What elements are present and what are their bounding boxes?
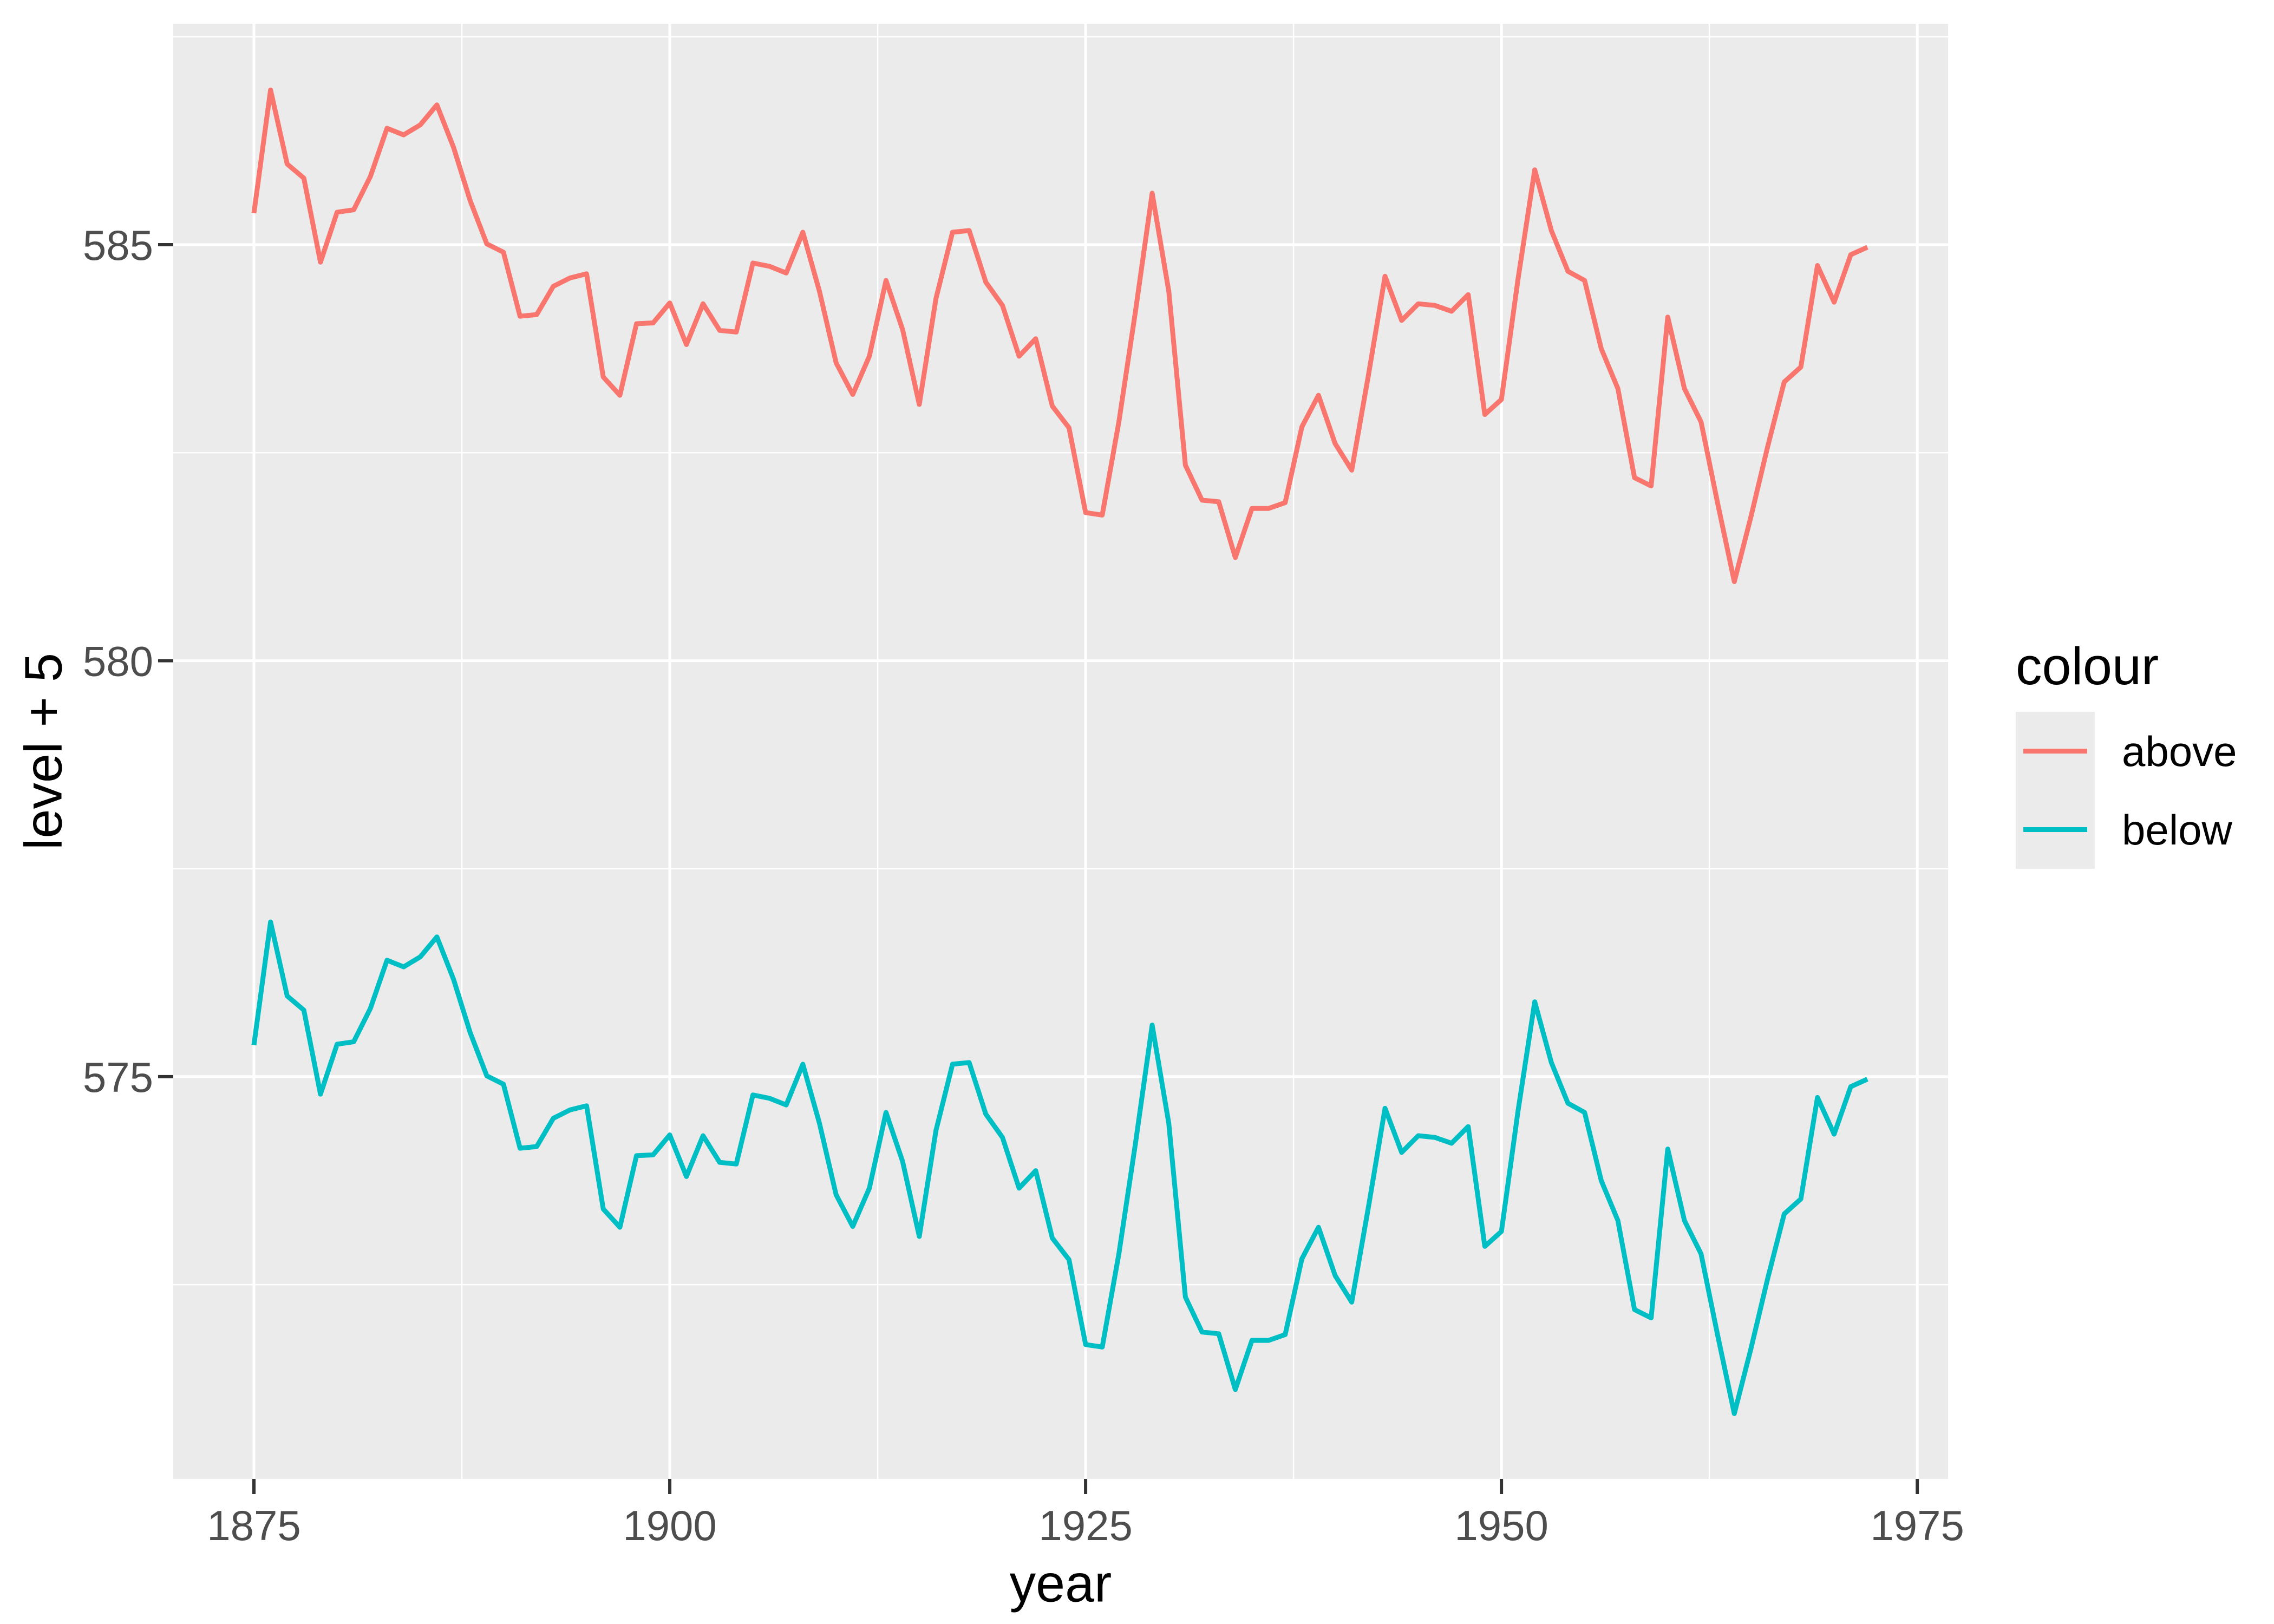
legend-key-above bbox=[2016, 712, 2095, 790]
legend-key-line-below bbox=[2023, 827, 2087, 832]
legend-title: colour bbox=[2016, 637, 2159, 696]
x-tick-label: 1900 bbox=[623, 1502, 717, 1549]
legend-label-below: below bbox=[2122, 806, 2232, 854]
legend-label-above: above bbox=[2122, 728, 2237, 775]
y-tick-label: 585 bbox=[83, 221, 153, 269]
series-line-above bbox=[251, 87, 1868, 584]
y-axis-title: level + 5 bbox=[14, 653, 73, 850]
y-tick-label: 580 bbox=[83, 637, 153, 685]
x-tick-label: 1975 bbox=[1870, 1502, 1964, 1549]
x-tick-label: 1875 bbox=[207, 1502, 301, 1549]
legend-key-below bbox=[2016, 790, 2095, 869]
x-axis-title: year bbox=[1009, 1554, 1112, 1613]
series-line-below bbox=[251, 919, 1868, 1416]
legend-key-line-above bbox=[2023, 748, 2087, 754]
y-tick-label: 575 bbox=[83, 1053, 153, 1101]
x-tick-label: 1925 bbox=[1038, 1502, 1133, 1549]
x-tick-label: 1950 bbox=[1454, 1502, 1548, 1549]
plot-panel bbox=[173, 24, 1948, 1479]
